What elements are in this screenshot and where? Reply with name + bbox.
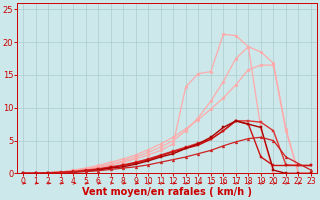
- X-axis label: Vent moyen/en rafales ( km/h ): Vent moyen/en rafales ( km/h ): [82, 187, 252, 197]
